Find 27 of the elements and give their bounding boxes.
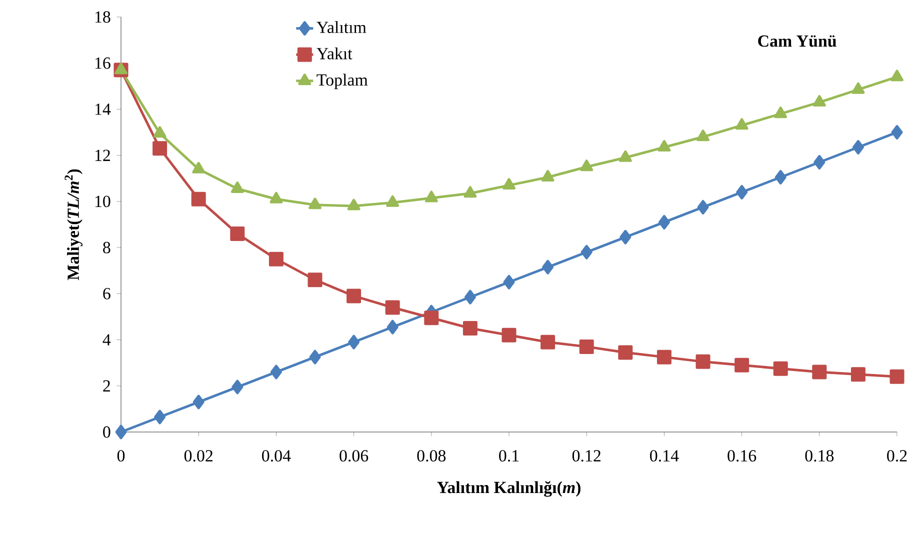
- x-tick-label: 0.12: [572, 450, 600, 462]
- x-axis-title: Yalıtım Kalınlığı(m): [437, 481, 580, 497]
- y-tick-label: 0: [103, 426, 110, 438]
- y-axis-title: Maliyet(TL/m$^{2}$): [64, 169, 82, 280]
- x-tick-label: 0.06: [340, 450, 368, 462]
- x-tick-label: 0.02: [184, 450, 212, 462]
- x-tick-label: 0: [117, 450, 125, 462]
- legend-label: Toplam: [316, 74, 368, 90]
- legend-label: Yakıt: [316, 47, 352, 60]
- x-tick-label: 0.18: [805, 450, 834, 462]
- x-tick-label: 0.14: [650, 450, 679, 462]
- y-tick-label: 4: [102, 334, 111, 346]
- y-tick-label: 16: [95, 57, 110, 69]
- y-tick-label: 14: [95, 104, 111, 115]
- y-tick-label: 18: [95, 11, 110, 23]
- x-tick-label: 0.1: [499, 450, 519, 462]
- x-tick-label: 0.04: [262, 450, 291, 462]
- y-tick-label: 2: [103, 380, 110, 392]
- x-tick-label: 0.2: [887, 450, 907, 462]
- legend-label: Yalıtım: [316, 21, 366, 34]
- x-tick-label: 0.08: [417, 450, 446, 462]
- annotation: Cam Yünü: [758, 35, 836, 47]
- y-tick-label: 8: [103, 242, 110, 254]
- y-tick-label: 12: [95, 150, 110, 161]
- y-tick-label: 10: [95, 196, 110, 208]
- y-tick-label: 6: [103, 288, 110, 300]
- x-tick-label: 0.16: [728, 450, 756, 462]
